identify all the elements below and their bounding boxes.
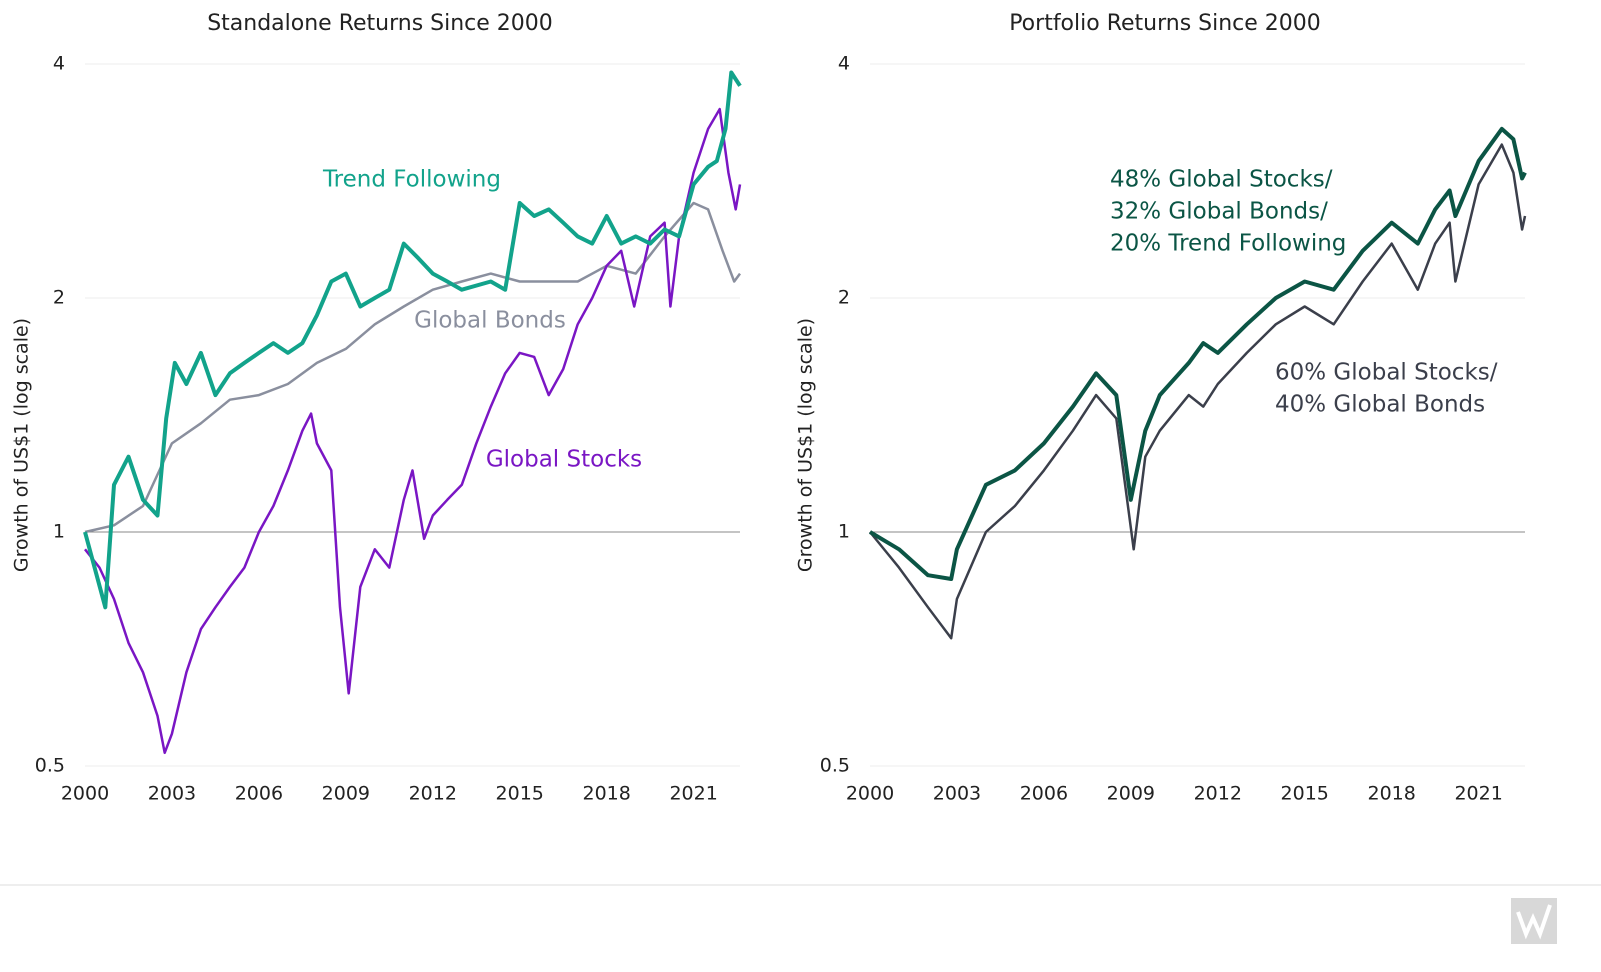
y-tick-label: 1 — [838, 521, 850, 543]
series-label: 60% Global Stocks/ — [1275, 360, 1498, 386]
x-tick-label: 2021 — [669, 783, 717, 805]
x-tick-label: 2003 — [933, 783, 981, 805]
x-tick-label: 2009 — [322, 783, 370, 805]
x-tick-label: 2012 — [409, 783, 457, 805]
x-tick-label: 2018 — [1368, 783, 1416, 805]
series-line — [868, 126, 1527, 581]
y-tick-label: 0.5 — [35, 755, 65, 777]
y-tick-label: 4 — [53, 53, 65, 75]
series-line — [869, 143, 1527, 640]
y-tick-label: 2 — [838, 287, 850, 309]
x-tick-label: 2018 — [583, 783, 631, 805]
x-tick-label: 2021 — [1454, 783, 1502, 805]
chart-title: Portfolio Returns Since 2000 — [1009, 11, 1321, 36]
x-tick-label: 2000 — [61, 783, 109, 805]
x-tick-label: 2000 — [846, 783, 894, 805]
y-axis-label: Growth of US$1 (log scale) — [795, 318, 817, 572]
series-label: Global Bonds — [414, 308, 566, 334]
x-tick-label: 2012 — [1194, 783, 1242, 805]
y-axis-label: Growth of US$1 (log scale) — [11, 318, 33, 572]
series-label: 40% Global Bonds — [1275, 392, 1485, 418]
series-label: Trend Following — [322, 167, 501, 193]
series-line — [84, 107, 742, 755]
series-label: 32% Global Bonds/ — [1110, 199, 1328, 225]
series-label: 48% Global Stocks/ — [1110, 167, 1333, 193]
x-tick-label: 2006 — [1020, 783, 1068, 805]
x-tick-label: 2003 — [148, 783, 196, 805]
chart-title: Standalone Returns Since 2000 — [207, 11, 553, 36]
x-tick-label: 2015 — [496, 783, 544, 805]
y-tick-label: 1 — [53, 521, 65, 543]
x-tick-label: 2015 — [1281, 783, 1329, 805]
logo — [1511, 898, 1557, 944]
series-label: Global Stocks — [486, 447, 642, 473]
y-tick-label: 4 — [838, 53, 850, 75]
x-tick-label: 2009 — [1107, 783, 1155, 805]
y-tick-label: 2 — [53, 287, 65, 309]
x-tick-label: 2006 — [235, 783, 283, 805]
y-tick-label: 0.5 — [820, 755, 850, 777]
series-label: 20% Trend Following — [1110, 231, 1346, 257]
series-line — [83, 70, 742, 610]
